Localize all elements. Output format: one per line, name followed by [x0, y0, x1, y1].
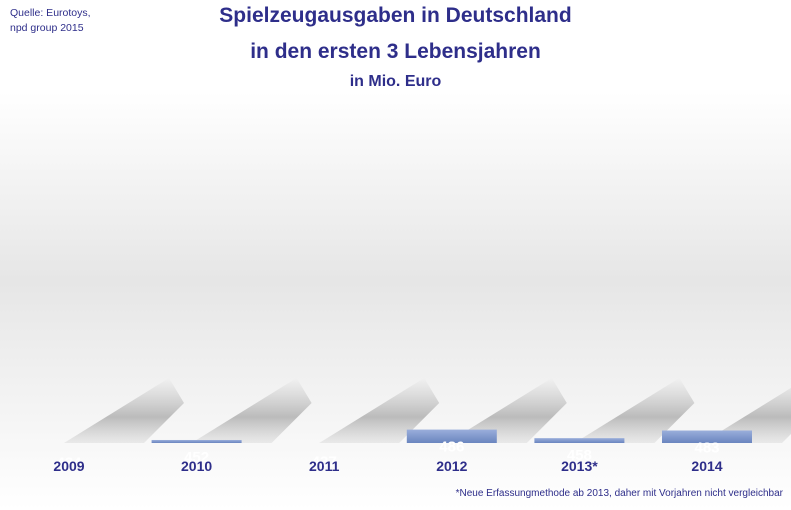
x-tick-label: 2009: [53, 458, 84, 474]
x-tick-label: 2013*: [561, 458, 598, 474]
x-tick-label: 2011: [309, 458, 340, 474]
bar-shadow: [191, 378, 312, 443]
bar-shadow: [702, 387, 791, 443]
bar-shadow: [446, 378, 567, 443]
x-axis-ticks: 2009 2010 2011 2012 2013* 2014: [53, 458, 722, 474]
source-note: Quelle: Eurotoys, npd group 2015: [10, 6, 130, 36]
chart-subtitle: in den ersten 3 Lebensjahren: [250, 40, 541, 63]
x-tick-label: 2014: [691, 458, 722, 474]
chart-title: Spielzeugausgaben in Deutschland: [219, 4, 572, 27]
bars-group: [151, 429, 752, 443]
bar-2014: [662, 430, 752, 443]
bar-value-label: 458: [567, 447, 592, 464]
bar-labels-group: 434 452 437 486 458 483: [56, 439, 719, 472]
bar-value-label: 483: [694, 439, 719, 456]
bar-2010: [151, 439, 242, 443]
bar-shadow: [574, 378, 695, 443]
footnote: *Neue Erfassungmethode ab 2013, daher mi…: [455, 488, 783, 499]
x-tick-label: 2010: [181, 458, 212, 474]
bar-2012: [406, 429, 497, 443]
source-line-1: Quelle: Eurotoys,: [10, 7, 91, 19]
x-tick-label: 2012: [436, 458, 467, 474]
bar-value-label: 486: [439, 439, 464, 456]
bar-shadows: [64, 378, 791, 443]
chart-unit: in Mio. Euro: [349, 73, 442, 90]
source-line-2: npd group 2015: [10, 22, 84, 34]
bar-value-label: 434: [56, 454, 82, 471]
bar-shadow: [64, 378, 184, 443]
bar-value-label: 452: [184, 449, 209, 466]
bar-2013*: [534, 438, 625, 443]
bar-value-label: 437: [312, 454, 337, 471]
bar-shadow: [319, 378, 440, 443]
